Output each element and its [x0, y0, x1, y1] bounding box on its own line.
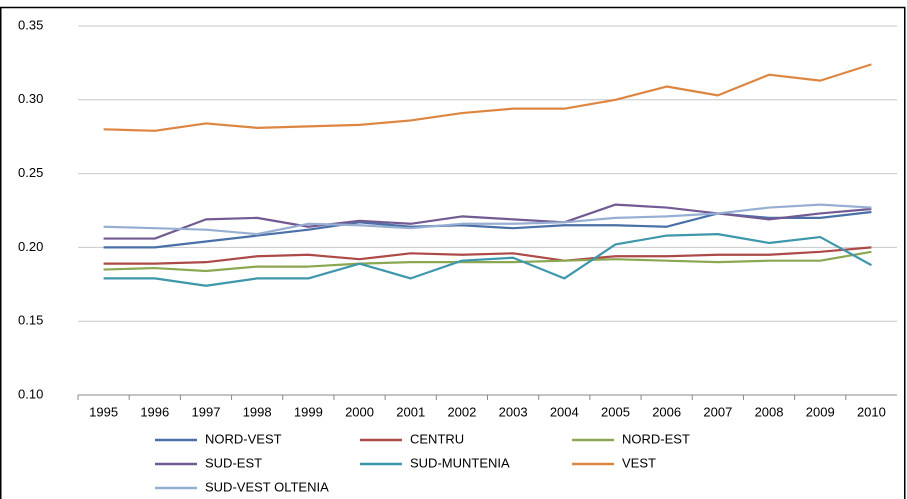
x-tick-label: 1995: [89, 404, 118, 419]
y-tick-label: 0.25: [18, 165, 43, 180]
series-line: [103, 203, 872, 236]
legend-label: VEST: [622, 455, 656, 470]
y-tick-label: 0.20: [18, 239, 43, 254]
y-tick-label: 0.35: [18, 17, 43, 32]
x-tick-label: 2000: [345, 404, 374, 419]
x-tick-label: 1997: [192, 404, 221, 419]
legend-label: CENTRU: [410, 431, 464, 446]
x-tick-label: 2001: [396, 404, 425, 419]
x-tick-label: 2009: [806, 404, 835, 419]
x-tick-label: 2004: [550, 404, 579, 419]
series-line: [103, 63, 872, 132]
legend-label: SUD-VEST OLTENIA: [205, 479, 329, 494]
x-tick-label: 2007: [703, 404, 732, 419]
frame: [0, 6, 906, 499]
legend-label: NORD-EST: [622, 431, 690, 446]
x-tick-label: 1999: [294, 404, 323, 419]
series-line: [103, 233, 872, 287]
legend-label: NORD-VEST: [205, 431, 282, 446]
x-tick-label: 1998: [243, 404, 272, 419]
x-tick-label: 2006: [652, 404, 681, 419]
legend-label: SUD-MUNTENIA: [410, 455, 510, 470]
x-tick-label: 2005: [601, 404, 630, 419]
series-line: [103, 250, 872, 273]
x-tick-label: 2002: [447, 404, 476, 419]
x-tick-label: 2003: [499, 404, 528, 419]
y-tick-label: 0.10: [18, 386, 43, 401]
y-tick-label: 0.15: [18, 313, 43, 328]
y-tick-label: 0.30: [18, 91, 43, 106]
series-line: [103, 203, 872, 240]
series-line: [103, 246, 872, 265]
x-tick-label: 2008: [755, 404, 784, 419]
x-tick-label: 2010: [857, 404, 886, 419]
x-tick-label: 1996: [140, 404, 169, 419]
legend-label: SUD-EST: [205, 455, 262, 470]
